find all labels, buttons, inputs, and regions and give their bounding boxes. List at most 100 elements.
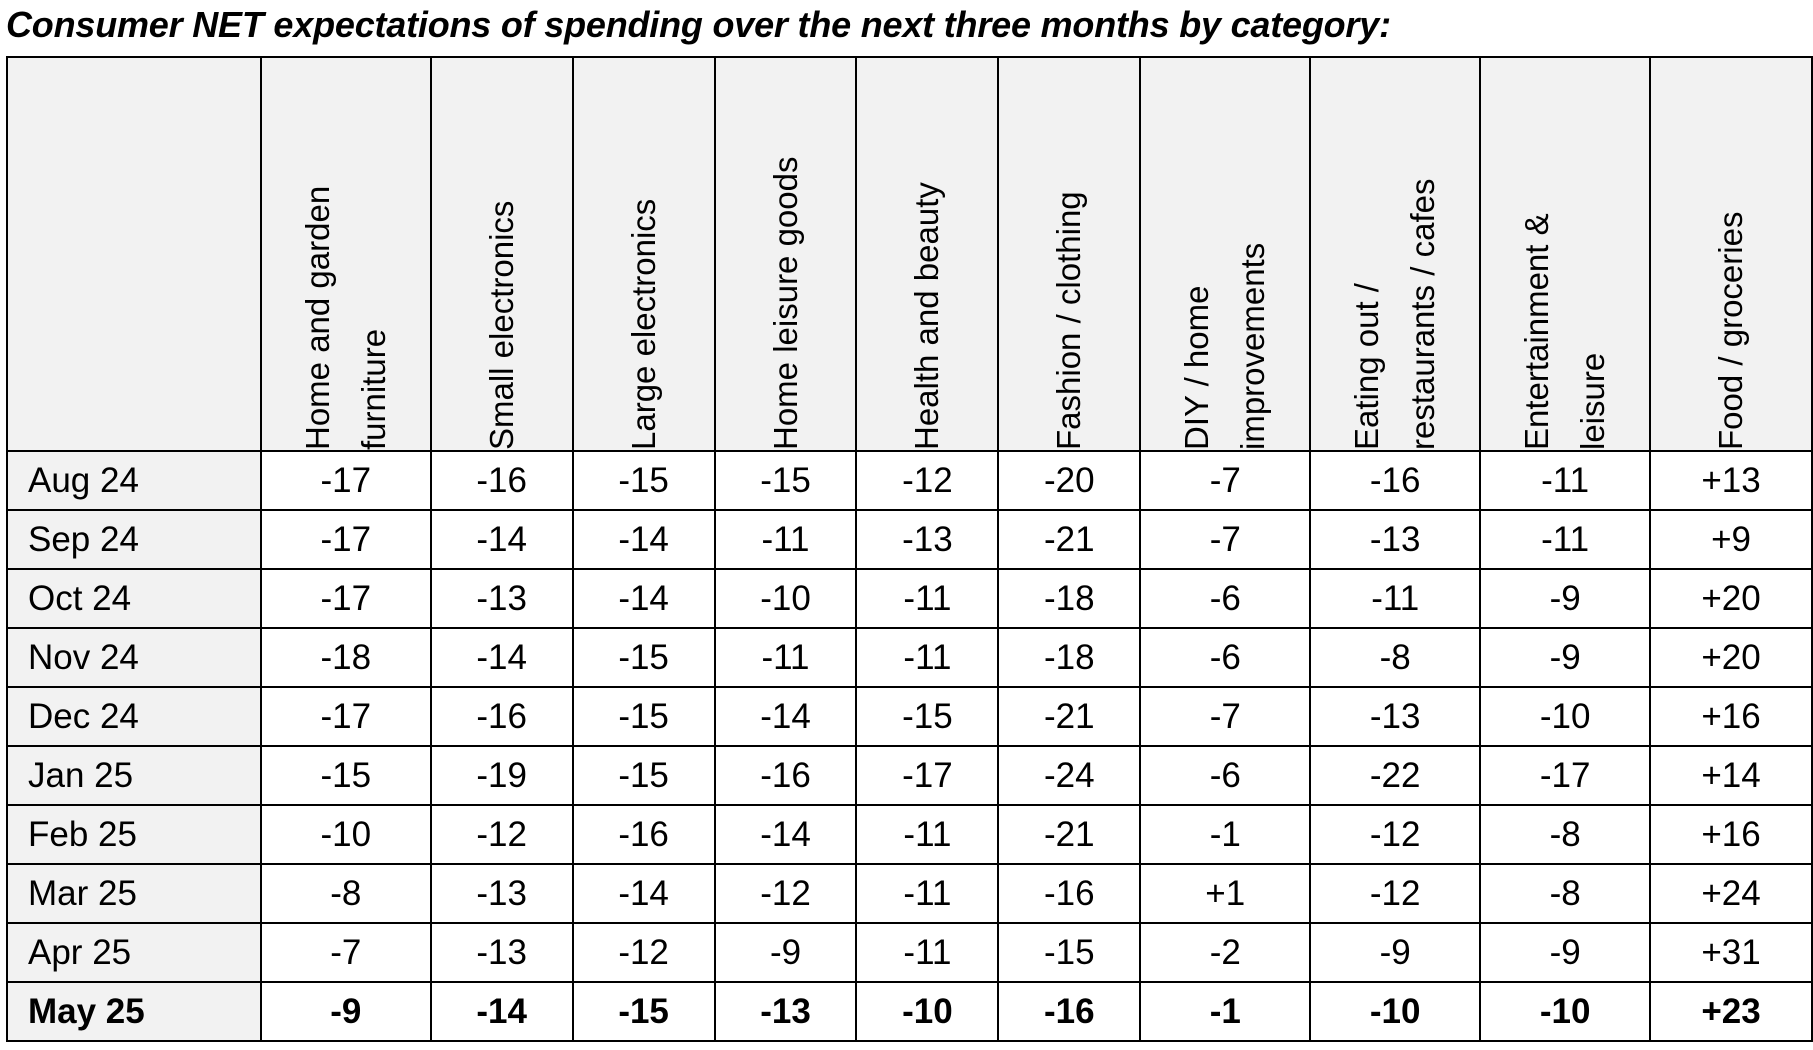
table-cell: -12 (1309, 804, 1482, 865)
table-cell: -7 (1139, 686, 1312, 747)
row-label: Dec 24 (6, 686, 262, 747)
table-cell: -14 (571, 509, 716, 570)
table-cell: -17 (1479, 745, 1652, 806)
column-header: Home leisure goods (713, 56, 858, 452)
table-cell: -11 (855, 922, 1000, 983)
column-header-label: Eating out / restaurants / cafes (1348, 178, 1442, 450)
table-cell: +13 (1649, 450, 1813, 511)
row-label: Nov 24 (6, 627, 262, 688)
table-cell: +14 (1649, 745, 1813, 806)
table-cell: +16 (1649, 804, 1813, 865)
table-cell: -14 (429, 981, 574, 1042)
column-header: DIY / home improvements (1139, 56, 1312, 452)
table-cell: -10 (1479, 686, 1652, 747)
table-cell: -8 (1309, 627, 1482, 688)
table-cell: -12 (429, 804, 574, 865)
table-cell: -17 (855, 745, 1000, 806)
table-cell: -9 (713, 922, 858, 983)
table-row: Feb 25 -10 -12 -16 -14 -11 -21 -1 -12 -8 +16 (6, 804, 1813, 865)
header-row: Home and garden furniture Small electron… (6, 56, 1813, 452)
table-cell: -15 (571, 686, 716, 747)
table-cell: -13 (429, 568, 574, 629)
column-header: Fashion / clothing (997, 56, 1142, 452)
table-cell: -9 (1479, 922, 1652, 983)
row-label: May 25 (6, 981, 262, 1042)
table-cell: +1 (1139, 863, 1312, 924)
table-cell: -10 (855, 981, 1000, 1042)
table-cell: -16 (1309, 450, 1482, 511)
table-cell: -1 (1139, 804, 1312, 865)
table-cell: -14 (429, 627, 574, 688)
column-header-label: Health and beauty (908, 182, 946, 450)
table-cell: -13 (855, 509, 1000, 570)
column-header-label: Home leisure goods (766, 156, 804, 451)
header-corner (6, 56, 262, 452)
table-cell: -6 (1139, 627, 1312, 688)
table-cell: -11 (1479, 509, 1652, 570)
table-cell: -18 (997, 568, 1142, 629)
table-cell: -15 (997, 922, 1142, 983)
table-cell: -12 (1309, 863, 1482, 924)
table-cell: -16 (429, 450, 574, 511)
column-header: Large electronics (571, 56, 716, 452)
table-cell: -9 (1309, 922, 1482, 983)
column-header-label: Home and garden furniture (298, 185, 392, 450)
table-cell: -10 (713, 568, 858, 629)
table-cell: -16 (997, 981, 1142, 1042)
table-row: Dec 24 -17 -16 -15 -14 -15 -21 -7 -13 -10 +16 (6, 686, 1813, 747)
table-cell: -11 (855, 804, 1000, 865)
table-cell: -18 (259, 627, 432, 688)
row-label: Oct 24 (6, 568, 262, 629)
table-cell: -19 (429, 745, 574, 806)
table-cell: +23 (1649, 981, 1813, 1042)
table-cell: -14 (571, 863, 716, 924)
table-cell: +24 (1649, 863, 1813, 924)
table-cell: -15 (571, 981, 716, 1042)
column-header-label: DIY / home improvements (1178, 242, 1272, 450)
table-cell: -17 (259, 568, 432, 629)
table-cell: -22 (1309, 745, 1482, 806)
table-cell: -10 (259, 804, 432, 865)
table-cell: -17 (259, 509, 432, 570)
table-cell: -20 (997, 450, 1142, 511)
table-row: Sep 24 -17 -14 -14 -11 -13 -21 -7 -13 -11 +9 (6, 509, 1813, 570)
table-cell: -1 (1139, 981, 1312, 1042)
table-cell: -15 (855, 686, 1000, 747)
table-cell: -12 (713, 863, 858, 924)
table-cell: -7 (1139, 450, 1312, 511)
table-cell: -7 (259, 922, 432, 983)
table-cell: -15 (571, 745, 716, 806)
column-header: Home and garden furniture (259, 56, 432, 452)
table-cell: -12 (571, 922, 716, 983)
table-cell: -11 (855, 627, 1000, 688)
table-cell: -8 (1479, 804, 1652, 865)
table-cell: -16 (713, 745, 858, 806)
column-header: Small electronics (429, 56, 574, 452)
table-cell: -21 (997, 686, 1142, 747)
column-header-label: Entertainment & leisure (1518, 213, 1612, 450)
row-label: Apr 25 (6, 922, 262, 983)
table-cell: -15 (713, 450, 858, 511)
table-cell: +20 (1649, 568, 1813, 629)
table-cell: -11 (1479, 450, 1652, 511)
table-row: Nov 24 -18 -14 -15 -11 -11 -18 -6 -8 -9 +20 (6, 627, 1813, 688)
column-header-label: Small electronics (482, 200, 520, 450)
column-header: Eating out / restaurants / cafes (1309, 56, 1482, 452)
table-row: Aug 24 -17 -16 -15 -15 -12 -20 -7 -16 -11 +13 (6, 450, 1813, 511)
table-cell: -11 (855, 568, 1000, 629)
table-cell: -15 (571, 627, 716, 688)
table-body: Aug 24 -17 -16 -15 -15 -12 -20 -7 -16 -11 +13 Sep 2… (6, 450, 1813, 1042)
table-cell: -9 (259, 981, 432, 1042)
table-cell: -14 (571, 568, 716, 629)
table-cell: -11 (1309, 568, 1482, 629)
table-row: Apr 25 -7 -13 -12 -9 -11 -15 -2 -9 -9 +31 (6, 922, 1813, 983)
column-header-label: Fashion / clothing (1050, 191, 1088, 450)
data-table: Home and garden furniture Small electron… (6, 56, 1813, 1042)
table-cell: +20 (1649, 627, 1813, 688)
table-cell: -11 (713, 509, 858, 570)
table-cell: -16 (997, 863, 1142, 924)
table-cell: +31 (1649, 922, 1813, 983)
table-cell: -9 (1479, 568, 1652, 629)
row-label: Jan 25 (6, 745, 262, 806)
table-cell: -2 (1139, 922, 1312, 983)
